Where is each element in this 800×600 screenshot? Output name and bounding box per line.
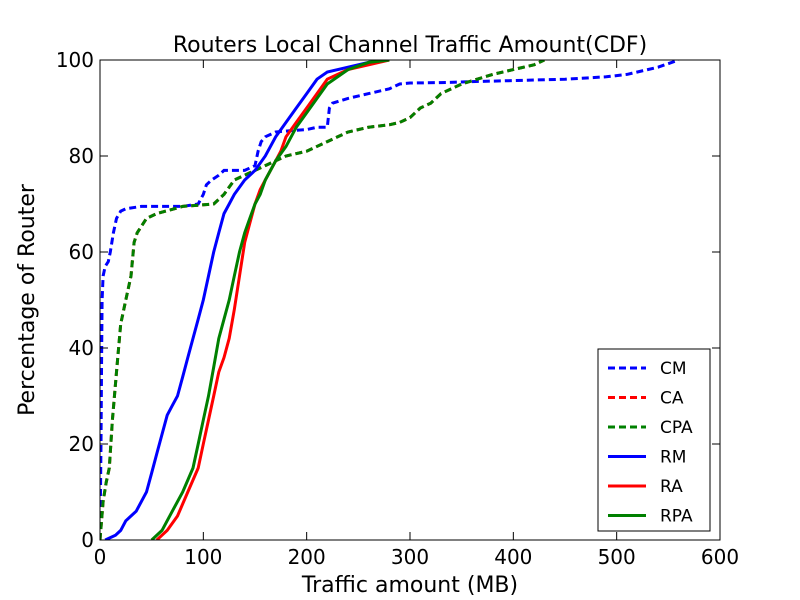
- legend: CM CA CPA RM RA RPA: [597, 348, 711, 532]
- x-axis-label: Traffic amount (MB): [301, 573, 518, 598]
- y-tick-label: 0: [81, 528, 94, 552]
- series-line-ca: [100, 60, 545, 540]
- x-tick-label: 500: [598, 545, 636, 569]
- y-tick-label: 40: [69, 336, 94, 360]
- legend-label-cm: CM: [660, 359, 687, 379]
- x-tick-label: 100: [184, 545, 222, 569]
- y-tick-label: 60: [69, 240, 94, 264]
- series-line-rm: [104, 60, 390, 540]
- chart-title: Routers Local Channel Traffic Amount(CDF…: [173, 33, 647, 58]
- series-line-ra: [155, 60, 390, 540]
- y-tick-label: 100: [56, 48, 94, 72]
- series-line-cm: [100, 60, 680, 540]
- legend-label-ca: CA: [660, 389, 684, 409]
- series-line-rpa: [150, 60, 390, 540]
- x-tick-label: 400: [494, 545, 532, 569]
- legend-label-rm: RM: [660, 448, 686, 468]
- series-line-cpa: [100, 60, 545, 540]
- x-tick-label: 300: [391, 545, 429, 569]
- legend-label-rpa: RPA: [660, 507, 693, 527]
- legend-label-ra: RA: [660, 477, 683, 497]
- x-tick-label: 0: [94, 545, 107, 569]
- legend-label-cpa: CPA: [660, 418, 693, 438]
- x-tick-label: 200: [288, 545, 326, 569]
- plot-area: [100, 60, 680, 540]
- y-tick-label: 80: [69, 144, 94, 168]
- legend-box: [597, 348, 711, 532]
- axes: 0 100 200 300 400 500 600 0 20 40 60 80 100: [56, 48, 739, 569]
- x-tick-label: 600: [701, 545, 739, 569]
- y-tick-label: 20: [69, 432, 94, 456]
- y-axis-label: Percentage of Router: [15, 183, 40, 416]
